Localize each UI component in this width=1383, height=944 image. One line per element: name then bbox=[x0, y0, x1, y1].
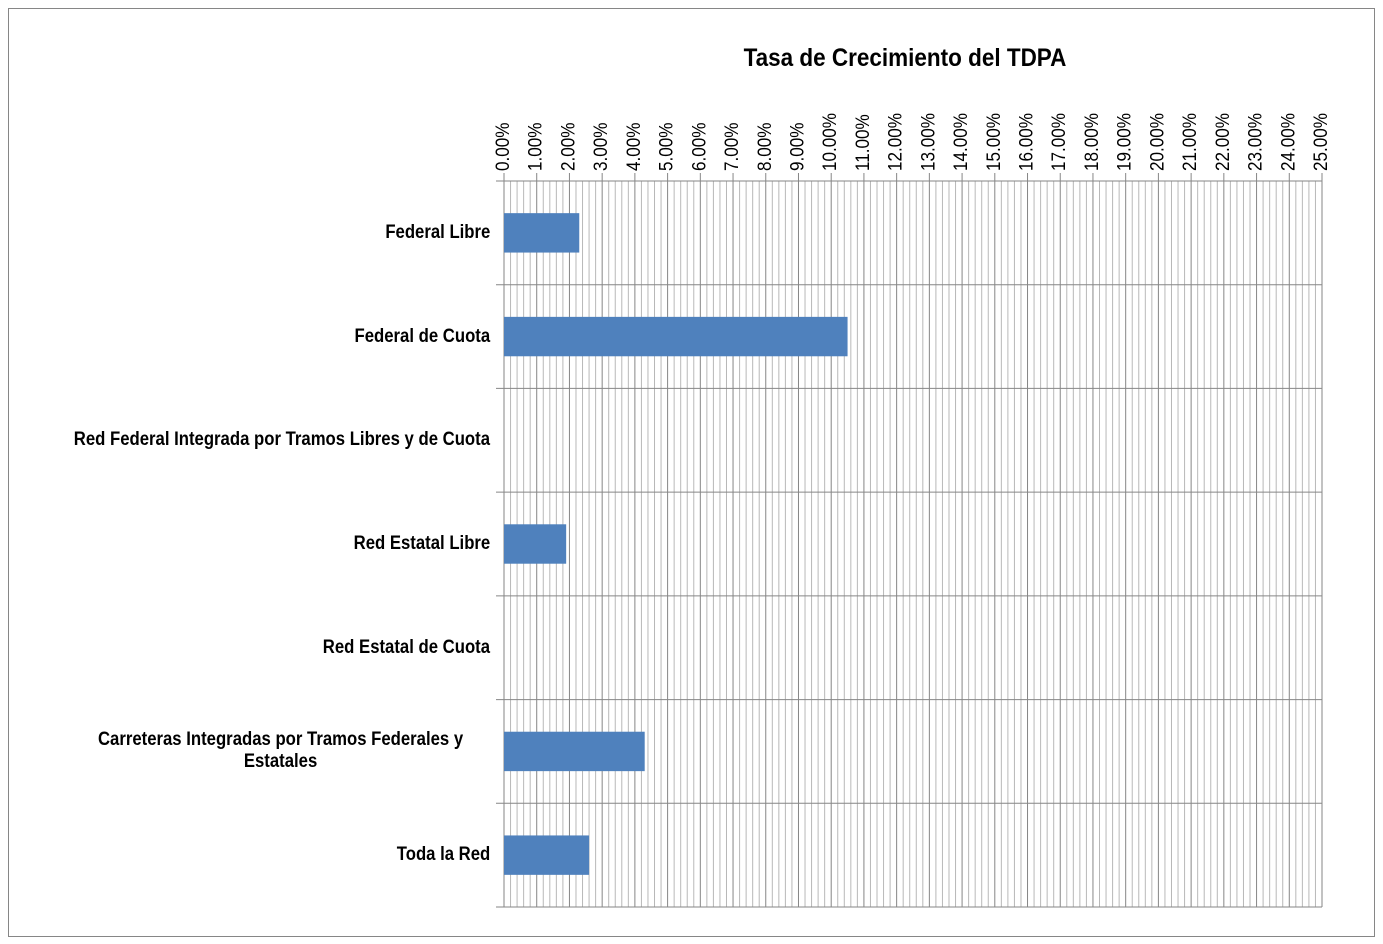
x-tick-label: 5.00% bbox=[656, 123, 677, 171]
bar bbox=[504, 524, 567, 564]
y-tick-label: Toda la Red bbox=[396, 844, 490, 866]
chart-title: Tasa de Crecimiento del TDPA bbox=[744, 44, 1067, 72]
x-tick-label: 22.00% bbox=[1212, 113, 1233, 171]
x-tick-label: 1.00% bbox=[525, 123, 546, 171]
x-tick-label: 10.00% bbox=[819, 113, 840, 171]
x-tick-label: 21.00% bbox=[1179, 113, 1200, 171]
bar bbox=[504, 731, 645, 772]
x-tick-label: 12.00% bbox=[885, 113, 906, 171]
x-tick-label: 6.00% bbox=[689, 123, 710, 171]
y-tick-label: Red Estatal de Cuota bbox=[322, 636, 490, 658]
x-tick-label: 24.00% bbox=[1277, 113, 1298, 171]
x-tick-label: 8.00% bbox=[754, 123, 775, 171]
x-tick-label: 11.00% bbox=[852, 114, 873, 171]
bar bbox=[504, 835, 590, 875]
x-tick-label: 9.00% bbox=[787, 123, 808, 171]
x-tick-label: 14.00% bbox=[950, 113, 971, 171]
x-tick-label: 25.00% bbox=[1310, 113, 1331, 171]
y-tick-label: Carreteras Integradas por Tramos Federal… bbox=[97, 729, 464, 773]
x-tick-label: 15.00% bbox=[983, 113, 1004, 171]
x-tick-label: 0.00% bbox=[492, 123, 513, 171]
category-label-box: Federal Libre bbox=[14, 181, 490, 285]
x-tick-label: 18.00% bbox=[1081, 113, 1102, 171]
category-label-box: Federal de Cuota bbox=[14, 285, 490, 389]
bar bbox=[504, 316, 848, 357]
x-tick-label: 16.00% bbox=[1016, 113, 1037, 171]
x-tick-label: 2.00% bbox=[558, 123, 579, 171]
x-tick-label: 20.00% bbox=[1147, 113, 1168, 171]
x-tick-label: 3.00% bbox=[590, 123, 611, 171]
y-tick-label: Federal de Cuota bbox=[354, 325, 490, 347]
category-label-box: Toda la Red bbox=[14, 803, 490, 907]
x-tick-label: 19.00% bbox=[1114, 113, 1135, 171]
x-tick-label: 13.00% bbox=[918, 113, 939, 171]
category-label-box: Red Estatal Libre bbox=[14, 492, 490, 596]
x-tick-label: 17.00% bbox=[1048, 113, 1069, 171]
bar bbox=[504, 213, 580, 253]
y-tick-label: Red Estatal Libre bbox=[353, 532, 490, 554]
y-tick-label: Federal Libre bbox=[384, 221, 490, 243]
x-tick-label: 23.00% bbox=[1245, 113, 1266, 171]
chart-frame bbox=[8, 8, 1375, 937]
category-label-box: Carreteras Integradas por Tramos Federal… bbox=[14, 700, 490, 804]
category-label-box: Red Federal Integrada por Tramos Libres … bbox=[14, 388, 490, 492]
x-tick-label: 7.00% bbox=[721, 123, 742, 171]
category-label-box: Red Estatal de Cuota bbox=[14, 596, 490, 700]
x-tick-label: 4.00% bbox=[623, 123, 644, 171]
y-tick-label: Red Federal Integrada por Tramos Libres … bbox=[73, 429, 490, 451]
